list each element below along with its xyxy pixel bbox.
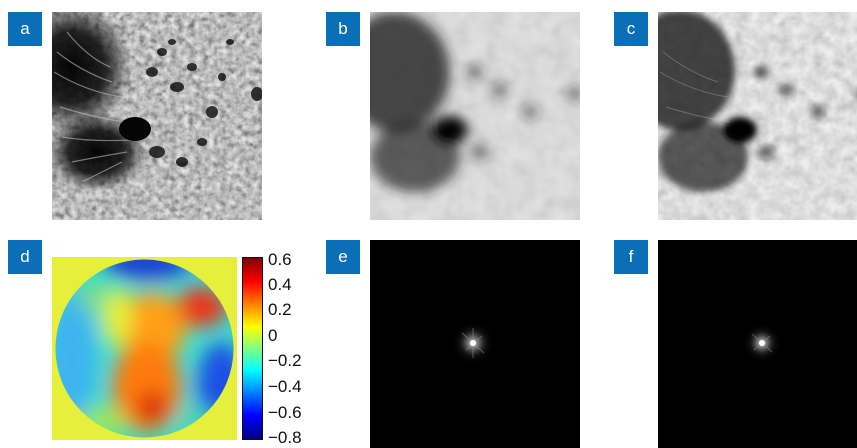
colorbar-tick-label: −0.4 [268,377,302,396]
colorbar-tick-label: 0.2 [268,300,292,319]
solar-image-blurred [370,12,580,220]
colorbar-tick-label: 0.6 [268,250,292,269]
panel-label-a: a [8,12,42,46]
point-spread-function-image [370,240,580,448]
colorbar [242,257,263,440]
colorbar-tick-label: 0.4 [268,275,292,294]
point-spread-function-estimate-image [658,240,857,448]
colorbar-tick-label: −0.8 [268,428,302,447]
panel-label-d: d [8,240,42,274]
colorbar-tick-label: 0 [268,326,278,345]
panel-label-c: c [614,12,648,46]
panel-label-e: e [326,240,360,274]
solar-image-restored [658,12,857,220]
colorbar-tick-label: −0.6 [268,403,302,422]
panel-label-b: b [326,12,360,46]
panel-label-f: f [614,240,648,274]
wavefront-phase-map [52,257,237,440]
solar-image-sharp [52,12,262,220]
colorbar-tick-label: −0.2 [268,351,302,370]
